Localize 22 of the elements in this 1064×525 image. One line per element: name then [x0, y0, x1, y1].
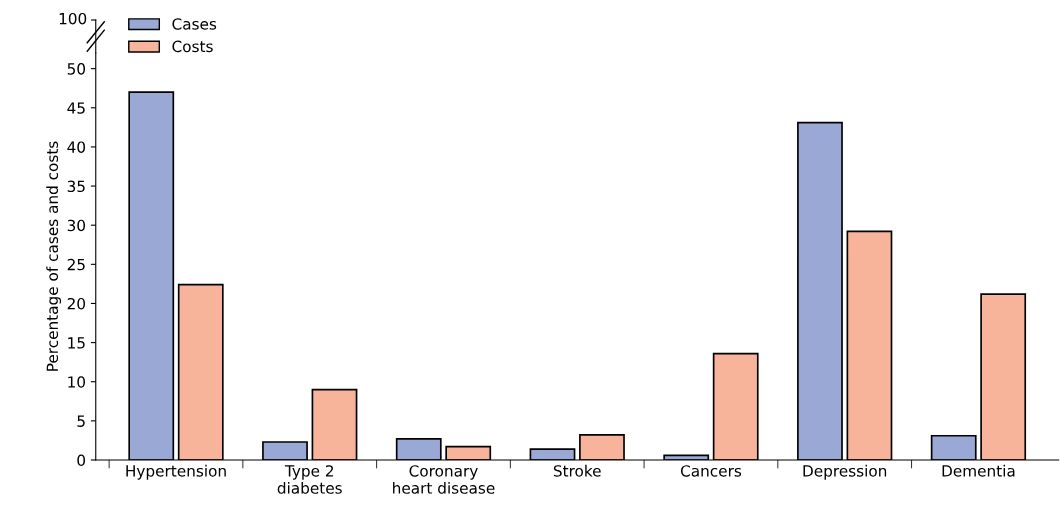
- x-tick-label: Stroke: [553, 464, 601, 477]
- text: 100: [59, 12, 87, 25]
- y-tick-label: 35: [67, 180, 85, 193]
- x-tick-label: Coronary heart disease: [393, 465, 495, 494]
- y-tick-label: 10: [68, 376, 86, 388]
- y-tick-label: 45: [67, 102, 85, 114]
- legend-label: Costs: [172, 40, 213, 53]
- y-tick-label: 15: [68, 337, 85, 349]
- x-tick-label: Cancers: [680, 465, 742, 477]
- x-tick-label: Hypertension: [126, 464, 226, 480]
- y-tick-label: 50: [67, 63, 86, 75]
- legend-label: Cases: [172, 18, 217, 30]
- x-tick-label: Depression: [803, 464, 887, 480]
- y-tick-label: 0: [77, 454, 86, 467]
- y-tick-label: 40: [67, 141, 86, 153]
- y-tick-label: 25: [67, 258, 85, 271]
- y-axis-title: Percentage of cases and costs: [46, 141, 62, 371]
- y-tick-label: 30: [67, 219, 86, 232]
- y-tick-label: 20: [67, 297, 86, 310]
- y-tick-label: 5: [77, 415, 85, 427]
- x-tick-label: Dementia: [942, 464, 1015, 477]
- x-tick-label: Type 2 diabetes: [277, 465, 342, 494]
